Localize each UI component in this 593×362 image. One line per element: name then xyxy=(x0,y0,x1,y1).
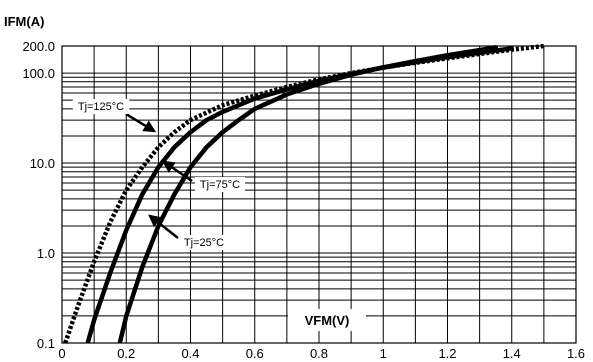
x-tick-label: 0.4 xyxy=(181,346,199,361)
y-tick-label: 10.0 xyxy=(30,156,55,171)
series-line-3 xyxy=(117,45,498,343)
y-tick-label: 100.0 xyxy=(22,66,55,81)
x-axis-label-box xyxy=(288,309,366,331)
series-label: Tj=25°C xyxy=(184,237,224,249)
plot-frame xyxy=(61,45,577,344)
annotation-arrow xyxy=(161,160,193,183)
annotation-arrow xyxy=(148,214,179,239)
x-tick-label: 1 xyxy=(380,346,387,361)
y-axis-label: IFM(A) xyxy=(4,14,44,29)
annotation-arrows xyxy=(125,112,193,239)
x-tick-label: 1.6 xyxy=(567,346,585,361)
series-label-box xyxy=(194,177,246,192)
x-tick-label: 0.2 xyxy=(117,346,135,361)
grid xyxy=(61,45,577,344)
x-tick-label: 1.4 xyxy=(503,346,521,361)
series-labels: Tj=125°C Tj=75°C Tj=25°C xyxy=(72,99,246,250)
series-label: Tj=75°C xyxy=(200,179,240,191)
series-group xyxy=(63,44,545,343)
series-label-box xyxy=(178,235,230,250)
x-tick-label: 0.6 xyxy=(246,346,264,361)
x-tick-label: 1.2 xyxy=(438,346,456,361)
series-label: Tj=125°C xyxy=(78,101,124,113)
y-tick-label: 1.0 xyxy=(37,246,55,261)
x-tick-label: 0 xyxy=(58,346,65,361)
x-tick-label: 0.8 xyxy=(310,346,328,361)
y-tick-label: 200.0 xyxy=(22,39,55,54)
x-tick-labels: 0 0.2 0.4 0.6 0.8 1 1.2 1.4 1.6 xyxy=(58,346,585,361)
annotation-arrow xyxy=(125,112,157,133)
y-tick-label: 0.1 xyxy=(37,336,55,351)
x-axis-label: VFM(V) xyxy=(305,313,350,328)
y-tick-labels: 0.1 1.0 10.0 100.0 200.0 xyxy=(22,39,55,351)
series-label-box xyxy=(72,99,130,114)
